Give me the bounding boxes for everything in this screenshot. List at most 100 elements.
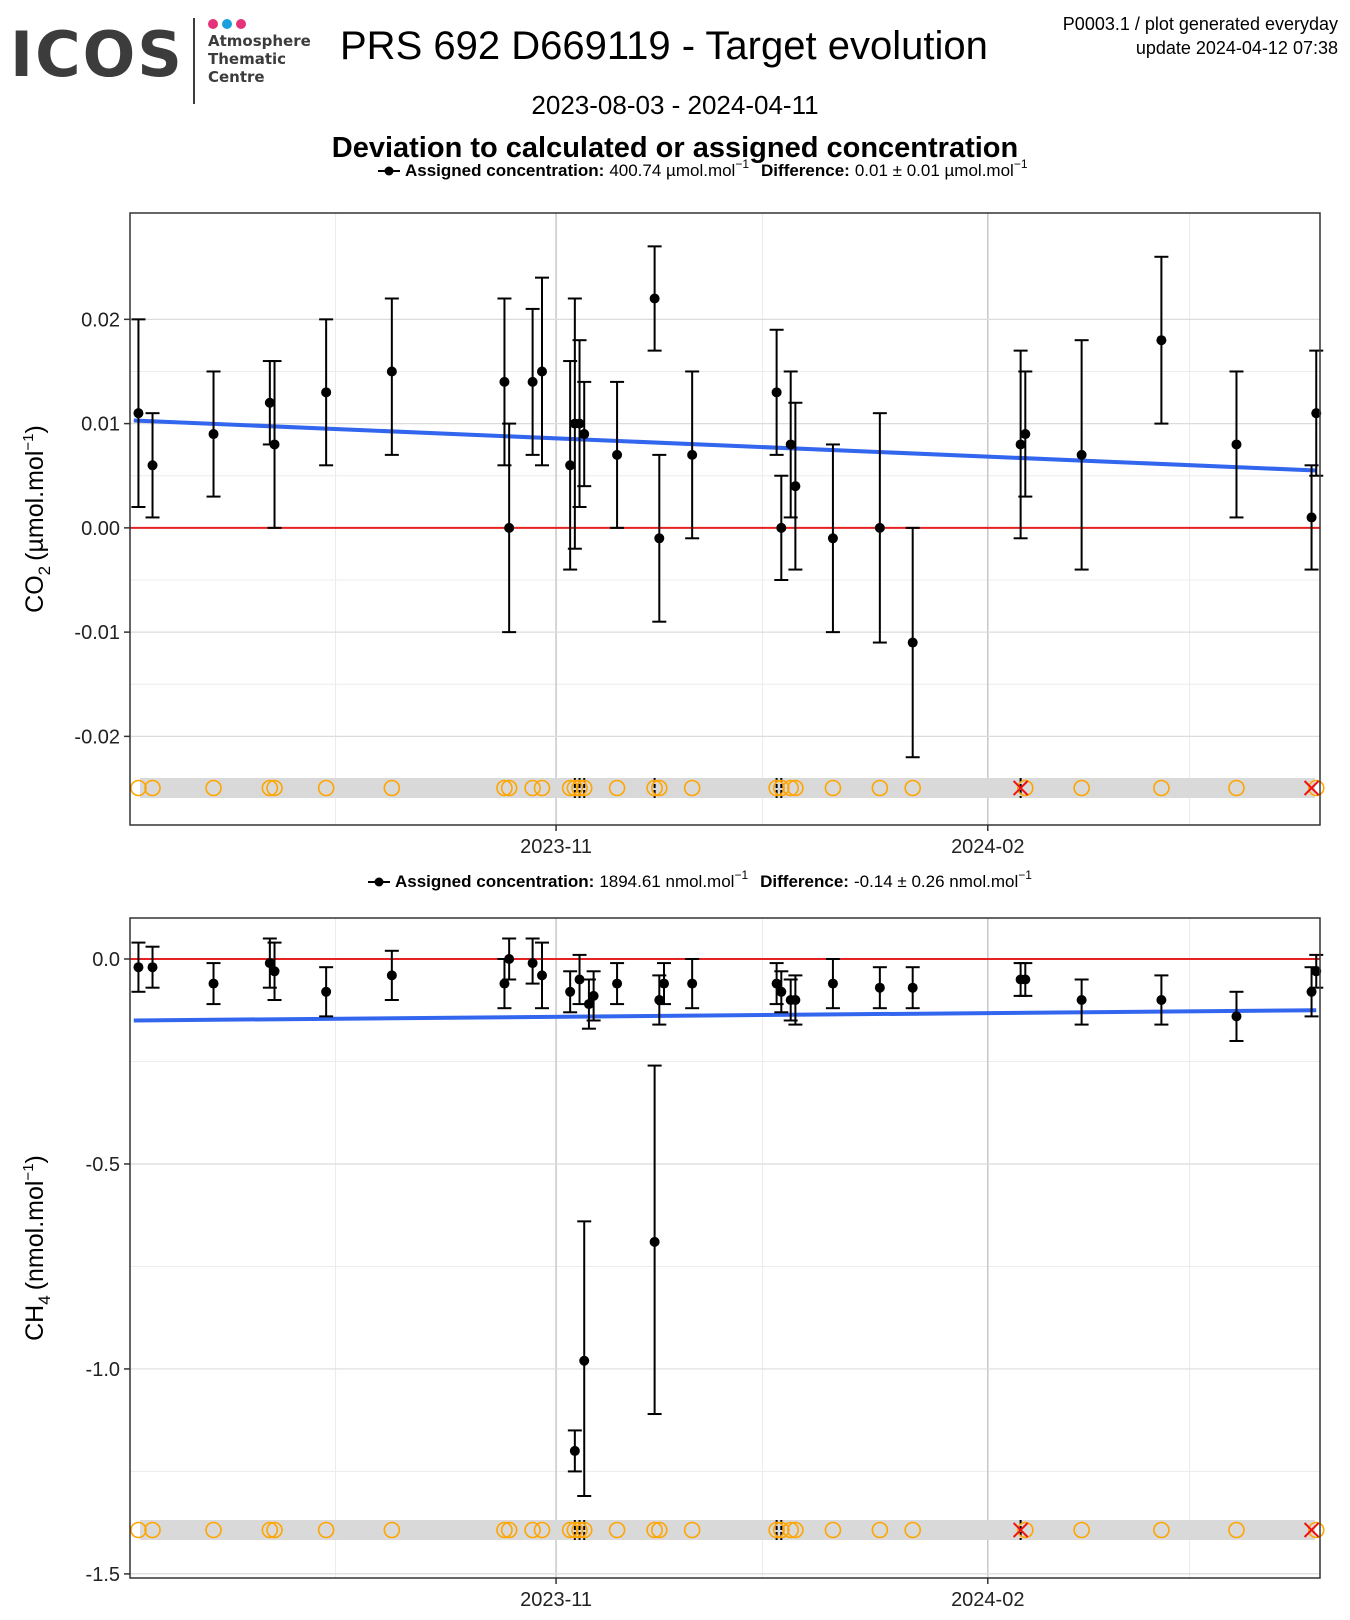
flag-circle xyxy=(130,779,147,797)
data-point xyxy=(527,958,538,969)
legend: Assigned concentration: 400.74 µmol.mol−1… xyxy=(378,157,1028,180)
flag-circle xyxy=(646,1521,663,1539)
flag-circle xyxy=(1307,1521,1325,1539)
flag-circle xyxy=(871,779,889,797)
y-axis-label-sup: −1 xyxy=(20,1163,37,1180)
legend: Assigned concentration: 1894.61 nmol.mol−… xyxy=(368,868,1032,891)
flag-circle xyxy=(383,1521,401,1539)
data-point xyxy=(527,376,538,387)
y-axis-label-main: CO xyxy=(21,575,49,613)
flag-circle xyxy=(1073,779,1090,797)
data-point xyxy=(1311,408,1322,419)
flag-cross xyxy=(1303,780,1320,796)
flag-cross xyxy=(1303,1522,1320,1538)
logo-divider xyxy=(193,18,195,104)
y-axis-label-unit: (µmol.mol xyxy=(21,451,49,561)
logo-dot xyxy=(236,19,246,29)
data-point xyxy=(264,397,275,408)
flag-circle xyxy=(651,1521,668,1539)
legend-diff-value: 0.01 ± 0.01 µmol.mol xyxy=(855,161,1014,180)
flag-circle xyxy=(533,779,551,797)
data-point xyxy=(269,439,280,450)
flag-circle xyxy=(524,779,541,797)
flag-circle xyxy=(566,1521,584,1539)
y-axis-label-close: ) xyxy=(21,1155,49,1163)
y-tick-label: 0.02 xyxy=(81,309,120,331)
data-point xyxy=(1306,512,1317,523)
logo-line-thematic: Thematic xyxy=(208,50,287,68)
flag-circle xyxy=(1153,1521,1170,1539)
data-point xyxy=(499,978,510,989)
plot-meta-line-2: update 2024-04-12 07:38 xyxy=(1135,38,1338,58)
data-point xyxy=(612,978,623,989)
data-point xyxy=(579,1355,590,1366)
chart-panel: 0.02 0.01 0.00 -0.01 -0.02 2023-11 2024-02 CO2 (… xyxy=(20,157,1325,858)
data-point xyxy=(612,449,623,460)
data-point xyxy=(827,978,838,989)
data-point xyxy=(1015,439,1026,450)
flag-circle xyxy=(205,779,222,797)
flag-circle xyxy=(904,779,921,797)
icos-logo: ICOS Atmosphere Thematic Centre xyxy=(10,14,320,104)
flag-circle xyxy=(261,1521,279,1539)
data-point xyxy=(208,978,219,989)
plot-background xyxy=(130,213,1320,825)
legend-sup: −1 xyxy=(735,157,749,171)
flag-circle xyxy=(496,1521,513,1539)
flag-circle xyxy=(1228,1521,1245,1539)
y-axis-label-close: ) xyxy=(21,425,49,433)
data-point xyxy=(790,994,801,1005)
flag-circle xyxy=(773,1521,790,1539)
plot-background xyxy=(130,918,1320,1578)
data-point xyxy=(827,533,838,544)
y-axis-label-sub: 4 xyxy=(35,1295,54,1304)
data-point xyxy=(499,376,510,387)
y-tick-label: 0.01 xyxy=(81,414,120,436)
legend-assigned-label: Assigned concentration: xyxy=(395,872,594,891)
legend-point-key xyxy=(374,877,384,887)
logo-wordmark: ICOS xyxy=(10,18,184,91)
y-axis-label-main: CH xyxy=(21,1305,49,1341)
data-point xyxy=(654,533,665,544)
flag-circle xyxy=(608,779,626,797)
legend-diff-label: Difference: xyxy=(761,161,850,180)
y-axis-label-sup: −1 xyxy=(20,434,37,451)
data-point xyxy=(654,994,665,1005)
flag-circle xyxy=(904,1521,921,1539)
legend-assigned-label: Assigned concentration: xyxy=(405,161,604,180)
flag-circle xyxy=(782,1521,799,1539)
y-axis-label: CO2 (µmol.mol−1) xyxy=(20,425,54,613)
y-tick-label: -1.5 xyxy=(86,1564,120,1586)
flag-circle xyxy=(773,779,790,797)
logo-dot xyxy=(208,19,218,29)
flag-circle xyxy=(383,779,401,797)
data-point xyxy=(874,982,885,993)
date-range: 2023-08-03 - 2024-04-11 xyxy=(531,90,819,120)
flag-circle xyxy=(871,1521,889,1539)
logo-line-atmosphere: Atmosphere xyxy=(208,32,311,50)
logo-dots xyxy=(208,16,250,34)
data-point xyxy=(574,418,585,429)
flag-circle xyxy=(1307,779,1325,797)
data-point xyxy=(579,429,590,440)
y-tick-label: 0.0 xyxy=(92,949,120,971)
flag-circle xyxy=(500,1521,518,1539)
legend-text: Assigned concentration: 1894.61 nmol.mol−… xyxy=(395,868,1032,891)
page-title: PRS 692 D669119 - Target evolution xyxy=(340,24,988,68)
y-tick-label: -0.02 xyxy=(74,726,120,748)
data-point xyxy=(790,481,801,492)
x-tick-label: 2023-11 xyxy=(520,1589,592,1611)
data-point xyxy=(583,999,594,1010)
data-point xyxy=(386,366,397,377)
data-point xyxy=(321,387,332,398)
flag-circle xyxy=(787,1521,804,1539)
data-point xyxy=(1156,994,1167,1005)
flag-circle xyxy=(1153,779,1170,797)
data-point xyxy=(1306,986,1317,997)
legend-sup: −1 xyxy=(734,868,748,882)
legend-diff-label: Difference: xyxy=(760,872,849,891)
data-point xyxy=(1231,1011,1242,1022)
data-point xyxy=(536,366,547,377)
data-point xyxy=(874,522,885,533)
